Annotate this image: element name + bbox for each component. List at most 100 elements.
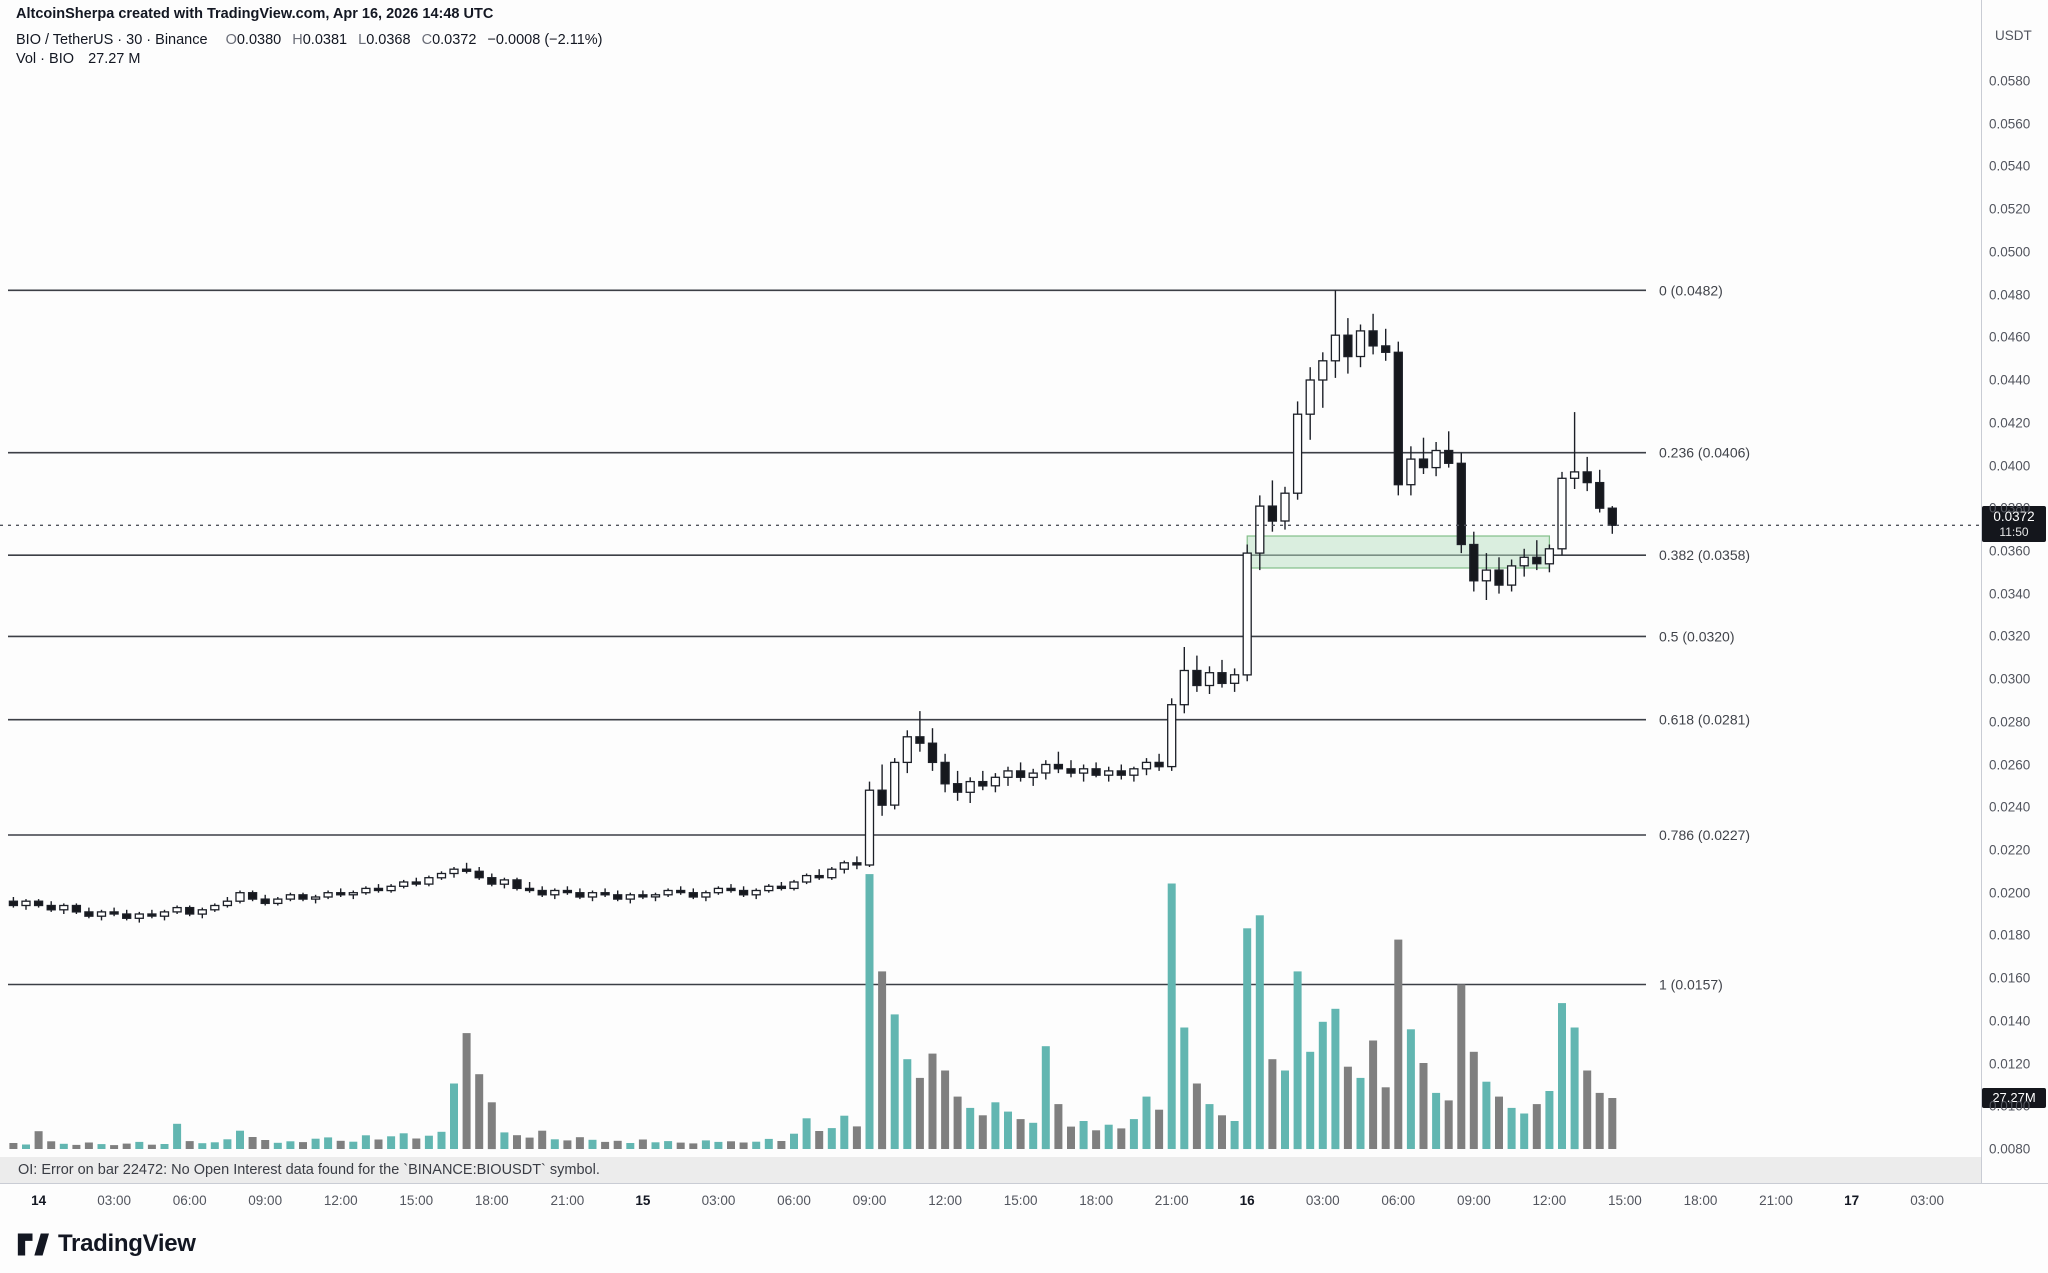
candle-body	[46, 904, 56, 911]
price-tick-label: 0.0420	[1989, 415, 2031, 431]
candle-body	[1242, 552, 1252, 676]
candle-body	[1418, 458, 1429, 469]
time-axis[interactable]: 14 03:00 06:00 09:00 12:00 15:00 18:00 21:00 15 0…	[0, 1183, 2048, 1218]
candle-body	[537, 889, 547, 896]
candle-body	[147, 913, 157, 917]
volume-bar	[1079, 1121, 1088, 1150]
time-tick-label: 18:00	[1079, 1193, 1114, 1208]
volume-bar	[739, 1142, 748, 1149]
candle-body	[952, 783, 963, 793]
volume-bar	[22, 1144, 30, 1149]
volume-bar	[1255, 915, 1264, 1150]
volume-bar	[865, 874, 874, 1149]
volume-bar	[1067, 1126, 1075, 1149]
last-price-badge: 0.0372 11:50	[1982, 506, 2046, 542]
volume-bar	[173, 1123, 182, 1149]
volume-value-badge: 27.27M	[1982, 1088, 2046, 1108]
candle-body	[877, 789, 887, 806]
candle-body	[1406, 458, 1416, 486]
volume-bar	[324, 1137, 333, 1149]
volume-bar	[941, 1070, 950, 1149]
volume-bar	[1306, 1051, 1315, 1149]
candle-body	[701, 892, 711, 898]
tradingview-logo-icon	[17, 1233, 49, 1255]
volume-bar	[878, 971, 887, 1150]
candle-body	[1544, 548, 1555, 565]
supply-demand-zone[interactable]	[1246, 535, 1550, 569]
volume-bar	[513, 1135, 521, 1149]
volume-bar	[638, 1139, 647, 1149]
volume-bar	[1218, 1115, 1226, 1149]
candle-body	[1167, 704, 1177, 768]
volume-bar	[135, 1141, 144, 1149]
price-tick-label: 0.0360	[1989, 543, 2031, 559]
volume-bar	[664, 1141, 673, 1149]
candle-body	[751, 889, 761, 896]
candle-body	[940, 761, 950, 785]
candle-body	[33, 900, 44, 907]
symbol-title[interactable]: BIO / TetherUS · 30 · Binance	[16, 32, 208, 48]
volume-bar	[1268, 1059, 1277, 1149]
volume-bar	[1583, 1070, 1592, 1149]
price-tick-label: 0.0300	[1989, 671, 2031, 687]
volume-bar	[1318, 1021, 1327, 1149]
volume-bar	[198, 1143, 207, 1149]
time-tick-day-label: 14	[31, 1193, 47, 1208]
close-value: 0.0372	[432, 32, 477, 48]
candle-body	[902, 736, 912, 764]
volume-bar	[651, 1142, 660, 1149]
candle-body	[1330, 334, 1341, 362]
candle-body	[1318, 360, 1328, 381]
time-tick-day-label: 15	[635, 1193, 651, 1208]
candle-body	[1456, 462, 1466, 546]
volume-bar	[953, 1096, 962, 1149]
volume-bar	[538, 1130, 547, 1149]
fib-label: 0.236 (0.0406)	[1659, 445, 1750, 461]
candle-body	[1532, 556, 1542, 565]
chart-canvas[interactable]: 0 (0.0482) 0.236 (0.0406) 0.382 (0.0358) 0.…	[0, 0, 1981, 1157]
time-tick-label: 21:00	[550, 1193, 585, 1208]
volume-bar	[349, 1141, 358, 1149]
volume-bar	[261, 1140, 270, 1149]
tradingview-footer[interactable]: TradingView	[16, 1230, 196, 1258]
candle-body	[1431, 449, 1441, 469]
candle-body	[864, 789, 875, 866]
candle-body	[1595, 481, 1605, 509]
volume-bar	[361, 1135, 370, 1149]
fib-label: 0.618 (0.0281)	[1659, 712, 1750, 728]
tradingview-logo-text: TradingView	[58, 1230, 196, 1257]
price-axis[interactable]: USDT 0.0372 11:50 27.27M 0.0580 0.0560 0.0…	[1981, 0, 2048, 1183]
candle-body	[109, 911, 119, 915]
volume-bar	[47, 1141, 56, 1149]
volume-bar	[1281, 1070, 1289, 1149]
volume-bar	[714, 1141, 723, 1149]
candle-body	[348, 892, 358, 896]
high-value: 0.0381	[302, 32, 348, 48]
study-error-text: OI: Error on bar 22472: No Open Interest…	[18, 1162, 600, 1178]
candle-body	[1217, 672, 1227, 685]
price-tick-label: 0.0440	[1989, 372, 2031, 388]
open-value: 0.0380	[236, 32, 282, 48]
volume-bar	[1117, 1128, 1126, 1149]
volume-bar	[550, 1139, 559, 1149]
candle-body	[159, 911, 170, 917]
candle-body	[185, 906, 195, 915]
price-tick-label: 0.0560	[1989, 116, 2031, 132]
volume-bar	[84, 1142, 93, 1149]
volume-bar	[563, 1140, 572, 1149]
time-tick-day-label: 17	[1844, 1193, 1860, 1208]
price-tick-label: 0.0220	[1989, 842, 2031, 858]
candle-body	[562, 889, 573, 894]
volume-bar	[248, 1137, 257, 1149]
volume-bar	[701, 1140, 710, 1149]
volume-study-title[interactable]: Vol · BIO	[16, 51, 75, 67]
volume-bar	[487, 1102, 496, 1150]
fib-label: 0 (0.0482)	[1659, 282, 1723, 298]
candle-body	[499, 879, 510, 885]
candle-body	[399, 881, 409, 887]
volume-bar	[1192, 1083, 1201, 1149]
volume-bar	[72, 1144, 81, 1149]
candle-body	[1091, 768, 1101, 776]
candle-body	[713, 887, 724, 894]
